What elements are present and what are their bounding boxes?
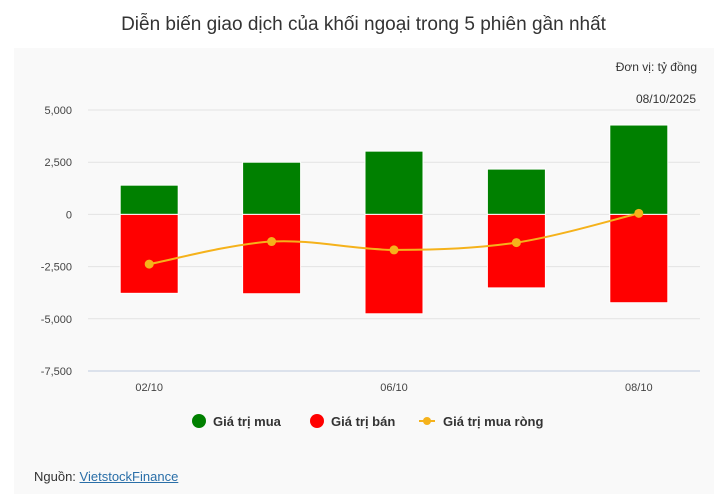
legend-marker-icon [423,417,431,425]
sell-bar[interactable] [486,213,546,289]
unit-label: Đơn vị: tỷ đồng [615,60,697,74]
source: Nguồn: VietstockFinance [34,469,178,484]
buy-bar[interactable] [364,150,424,215]
chart-title: Diễn biến giao dịch của khối ngoại trong… [121,14,606,35]
date-annotation: 08/10/2025 [636,92,696,106]
x-tick-label: 08/10 [625,382,653,394]
legend-label: Giá trị mua ròng [443,414,543,429]
sell-bar[interactable] [364,213,424,315]
legend-item[interactable]: Giá trị mua [192,414,282,429]
source-label: Nguồn: [34,469,80,484]
buy-bar[interactable] [242,161,302,215]
y-tick-label: -7,500 [41,366,72,378]
y-tick-label: -5,000 [41,314,72,326]
y-tick-label: 5,000 [44,105,72,117]
net-buy-point[interactable] [267,237,277,247]
x-tick-label: 06/10 [380,382,408,394]
legend-label: Giá trị mua [213,414,282,429]
sell-bar[interactable] [119,213,179,294]
legend-item[interactable]: Giá trị bán [310,414,395,429]
legend-marker-icon [310,414,324,428]
y-tick-label: 0 [66,209,72,221]
legend-label: Giá trị bán [331,414,395,429]
sell-bar[interactable] [242,213,302,295]
y-tick-label: -2,500 [41,262,72,274]
net-buy-point[interactable] [511,238,521,248]
legend-marker-icon [192,414,206,428]
source-link[interactable]: VietstockFinance [79,469,179,484]
legend-item[interactable]: Giá trị mua ròng [419,414,543,429]
buy-bar[interactable] [486,168,546,215]
y-tick-label: 2,500 [44,157,72,169]
net-buy-point[interactable] [389,245,399,255]
net-buy-point[interactable] [634,208,644,218]
x-tick-label: 02/10 [135,382,163,394]
sell-bar[interactable] [609,213,669,304]
buy-bar[interactable] [609,124,669,215]
buy-bar[interactable] [119,184,179,215]
net-buy-point[interactable] [144,259,154,269]
